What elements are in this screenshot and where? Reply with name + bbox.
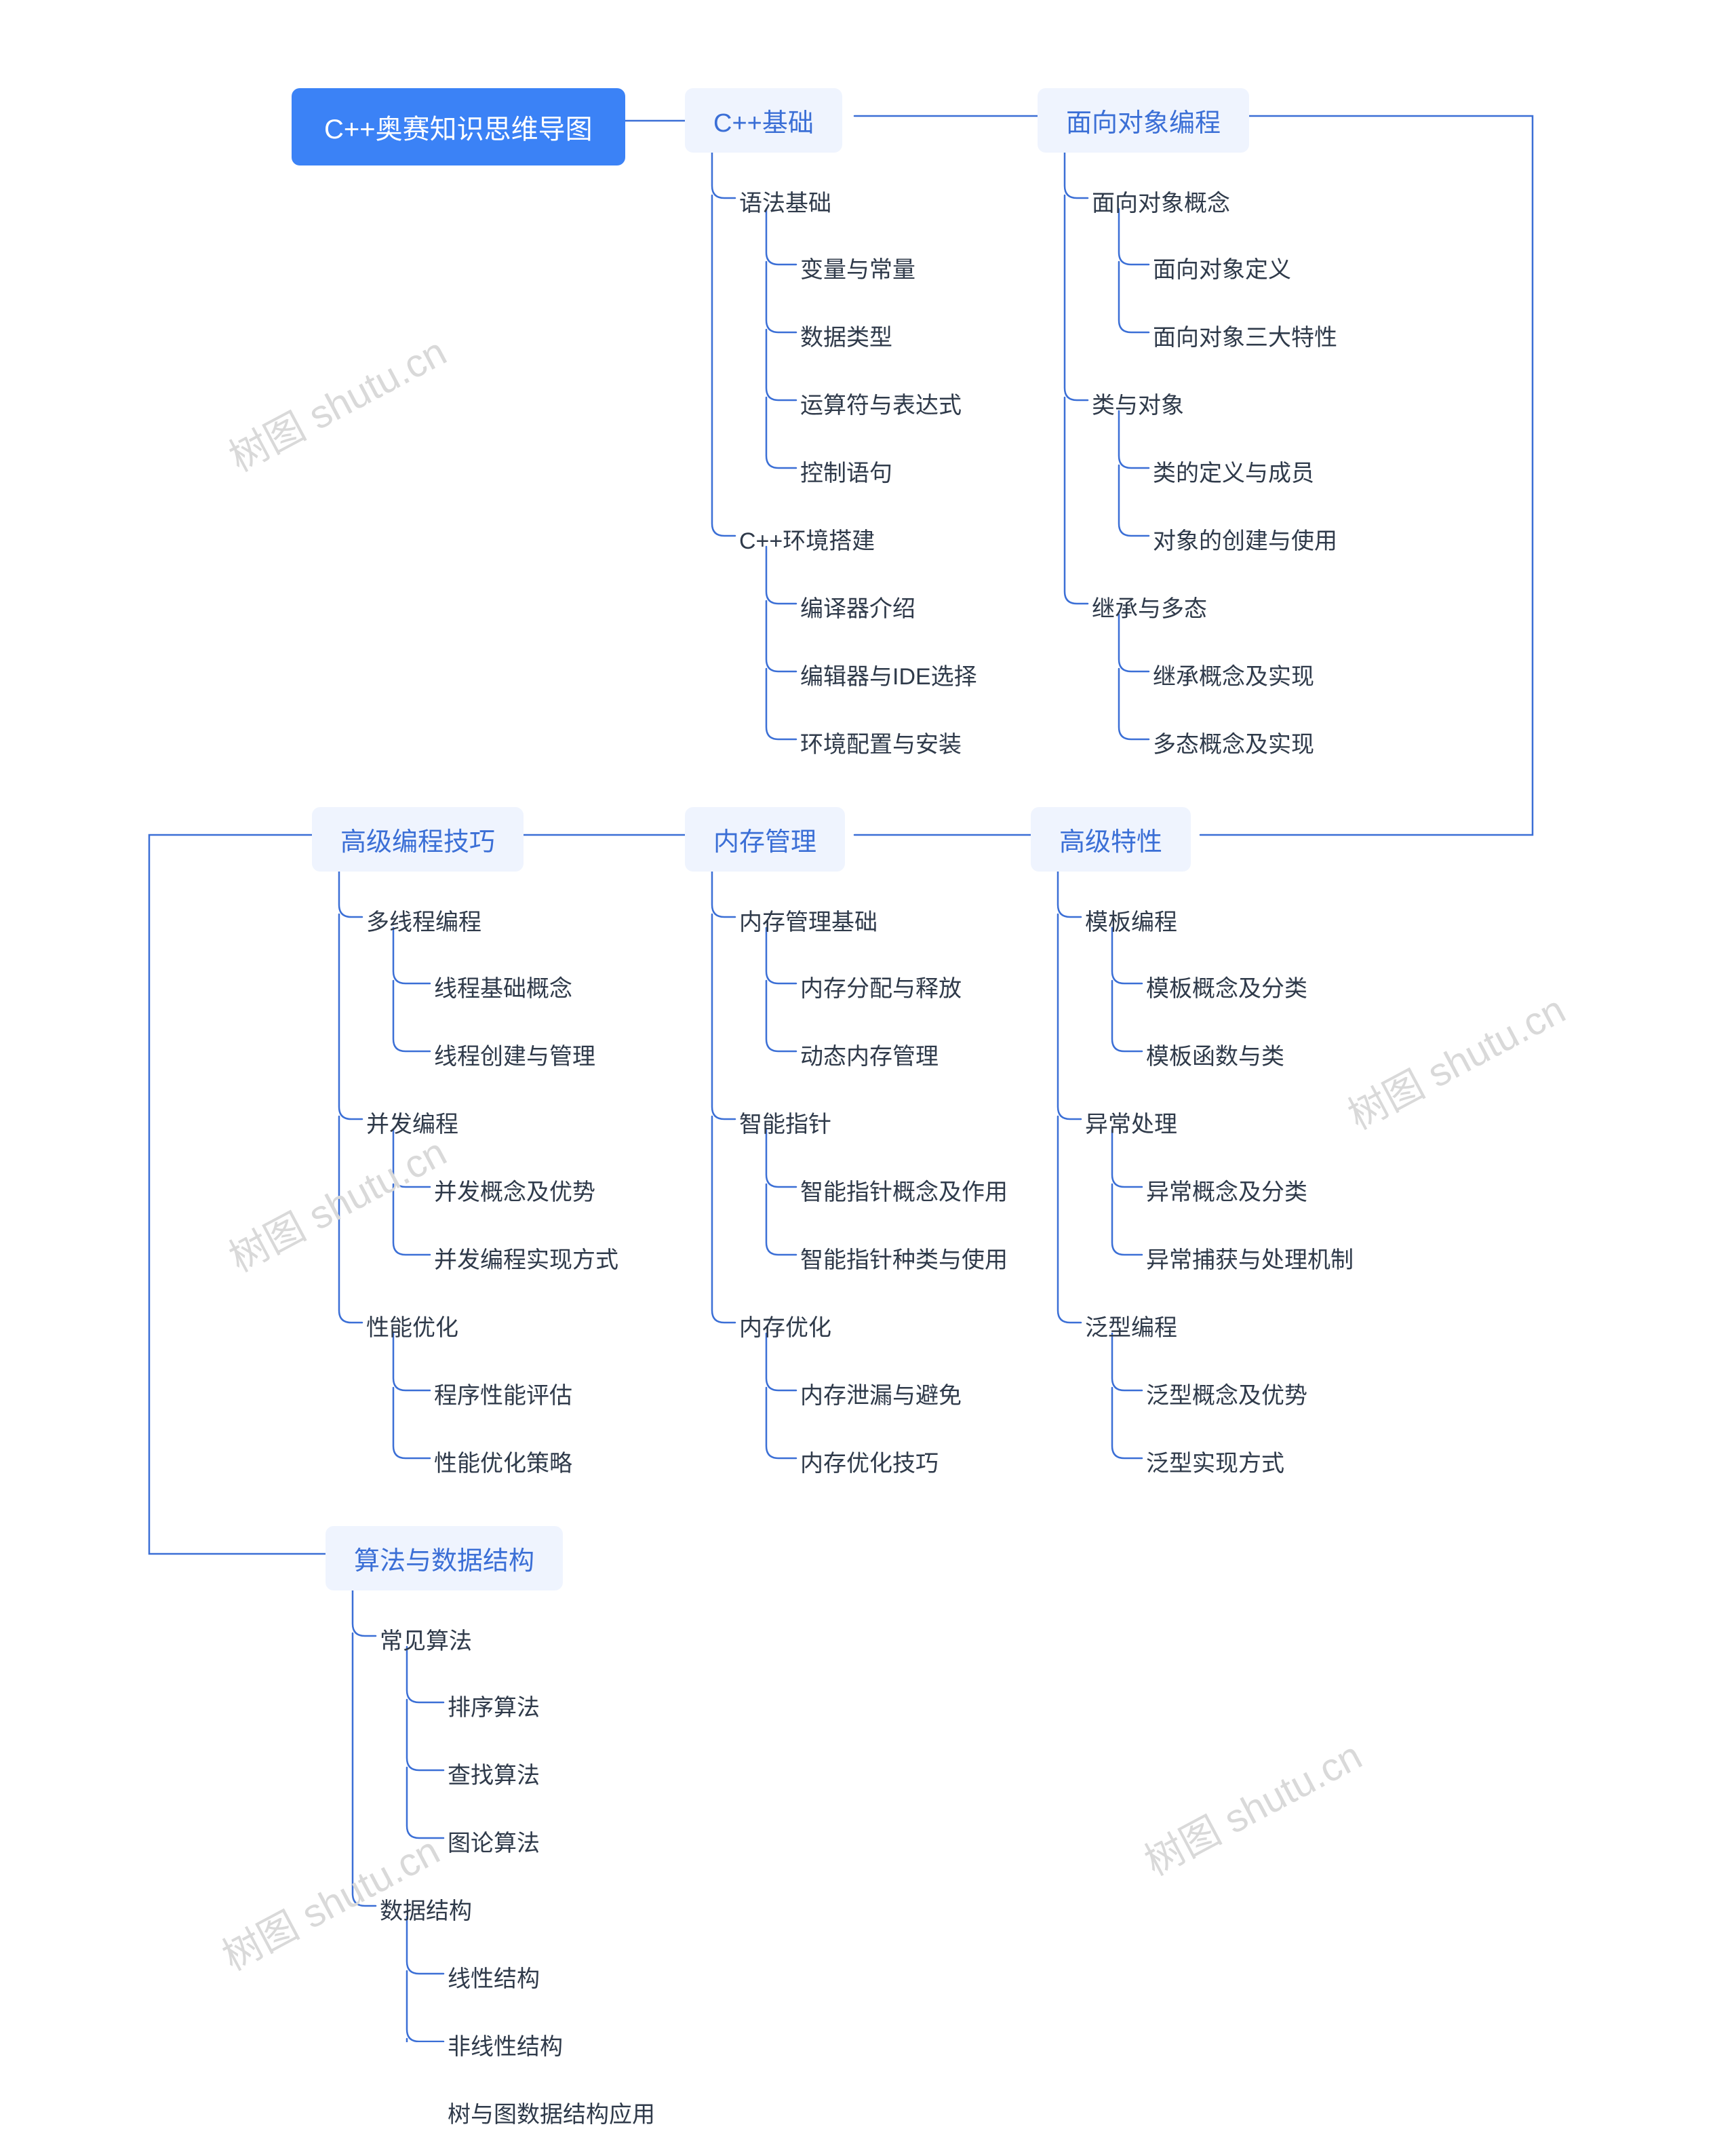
node-面向对象三大特性: 面向对象三大特性 [1153, 319, 1337, 352]
branch-b2: 面向对象编程 [1038, 88, 1249, 153]
branch-b3: 高级特性 [1031, 807, 1191, 872]
root-node: C++奥赛知识思维导图 [292, 88, 625, 165]
node-排序算法: 排序算法 [448, 1689, 540, 1722]
node-b5c3: 性能优化 [366, 1309, 458, 1342]
node-b2c3: 继承与多态 [1092, 590, 1207, 623]
node-异常概念及分类: 异常概念及分类 [1146, 1173, 1307, 1207]
node-异常捕获与处理机制: 异常捕获与处理机制 [1146, 1241, 1354, 1274]
connector-layer [0, 0, 1736, 2042]
node-控制语句: 控制语句 [800, 454, 892, 488]
node-b5c1: 多线程编程 [366, 903, 481, 937]
node-环境配置与安装: 环境配置与安装 [800, 726, 962, 759]
node-泛型实现方式: 泛型实现方式 [1146, 1445, 1284, 1478]
node-并发概念及优势: 并发概念及优势 [434, 1173, 595, 1207]
node-b5c2: 并发编程 [366, 1106, 458, 1139]
node-对象的创建与使用: 对象的创建与使用 [1153, 522, 1337, 555]
watermark: 树图 shutu.cn [1133, 1724, 1370, 1886]
node-b1c2: C++环境搭建 [739, 522, 875, 555]
node-面向对象定义: 面向对象定义 [1153, 251, 1291, 284]
node-b4c3: 内存优化 [739, 1309, 831, 1342]
watermark: 树图 shutu.cn [218, 320, 455, 482]
node-变量与常量: 变量与常量 [800, 251, 915, 284]
node-非线性结构: 非线性结构 [448, 2028, 563, 2061]
node-模板概念及分类: 模板概念及分类 [1146, 970, 1307, 1003]
node-类的定义与成员: 类的定义与成员 [1153, 454, 1314, 488]
node-性能优化策略: 性能优化策略 [434, 1445, 572, 1478]
node-树与图数据结构应用: 树与图数据结构应用 [448, 2096, 655, 2129]
node-并发编程实现方式: 并发编程实现方式 [434, 1241, 618, 1274]
node-多态概念及实现: 多态概念及实现 [1153, 726, 1314, 759]
branch-b1: C++基础 [685, 88, 842, 153]
node-b3c2: 异常处理 [1085, 1106, 1177, 1139]
node-线性结构: 线性结构 [448, 1960, 540, 1993]
node-b2c1: 面向对象概念 [1092, 184, 1230, 218]
watermark: 树图 shutu.cn [218, 1120, 455, 1283]
node-编译器介绍: 编译器介绍 [800, 590, 915, 623]
node-b3c1: 模板编程 [1085, 903, 1177, 937]
node-数据类型: 数据类型 [800, 319, 892, 352]
watermark: 树图 shutu.cn [1337, 978, 1574, 1140]
node-编辑器与IDE选择: 编辑器与IDE选择 [800, 658, 977, 691]
node-线程创建与管理: 线程创建与管理 [434, 1038, 595, 1071]
node-动态内存管理: 动态内存管理 [800, 1038, 939, 1071]
node-模板函数与类: 模板函数与类 [1146, 1038, 1284, 1071]
node-线程基础概念: 线程基础概念 [434, 970, 572, 1003]
node-b3c3: 泛型编程 [1085, 1309, 1177, 1342]
node-b6c1: 常见算法 [380, 1622, 472, 1656]
node-b6c2: 数据结构 [380, 1892, 472, 1926]
node-程序性能评估: 程序性能评估 [434, 1377, 572, 1410]
branch-b4: 内存管理 [685, 807, 845, 872]
branch-b5: 高级编程技巧 [312, 807, 524, 872]
node-智能指针概念及作用: 智能指针概念及作用 [800, 1173, 1008, 1207]
node-b4c1: 内存管理基础 [739, 903, 877, 937]
node-内存分配与释放: 内存分配与释放 [800, 970, 962, 1003]
node-内存优化技巧: 内存优化技巧 [800, 1445, 939, 1478]
node-b1c1: 语法基础 [739, 184, 831, 218]
branch-b6: 算法与数据结构 [326, 1526, 563, 1590]
node-图论算法: 图论算法 [448, 1824, 540, 1858]
node-b2c2: 类与对象 [1092, 387, 1184, 420]
node-查找算法: 查找算法 [448, 1757, 540, 1790]
node-泛型概念及优势: 泛型概念及优势 [1146, 1377, 1307, 1410]
node-内存泄漏与避免: 内存泄漏与避免 [800, 1377, 962, 1410]
node-智能指针种类与使用: 智能指针种类与使用 [800, 1241, 1008, 1274]
node-运算符与表达式: 运算符与表达式 [800, 387, 962, 420]
node-b4c2: 智能指针 [739, 1106, 831, 1139]
node-继承概念及实现: 继承概念及实现 [1153, 658, 1314, 691]
